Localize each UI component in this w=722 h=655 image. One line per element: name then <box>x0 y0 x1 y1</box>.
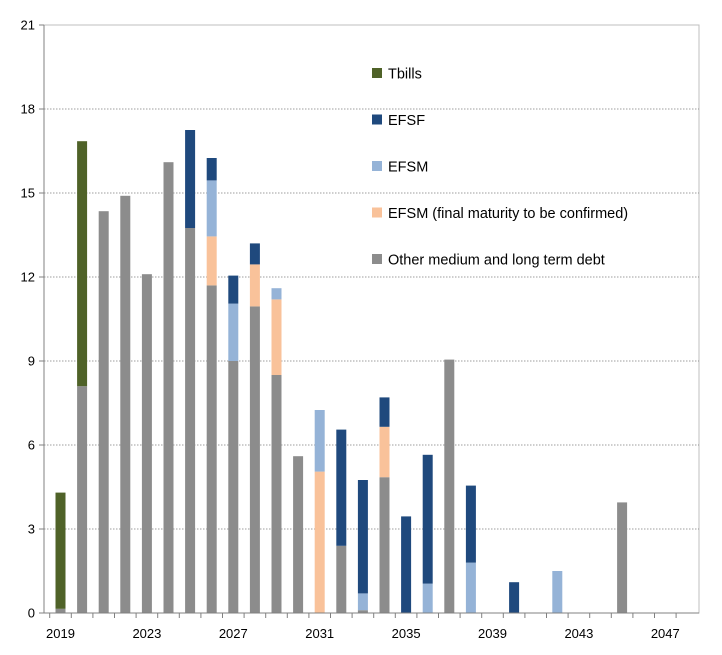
x-tick-label: 2039 <box>478 626 507 641</box>
legend-label: Other medium and long term debt <box>388 253 605 269</box>
y-tick-label: 21 <box>21 18 35 33</box>
x-tick-label: 2035 <box>392 626 421 641</box>
bar-segment <box>271 375 282 613</box>
bar-segment <box>314 471 325 613</box>
bar-segment <box>422 454 433 584</box>
y-tick-label: 9 <box>28 354 35 369</box>
bar-segment <box>379 426 390 478</box>
bar-segment <box>206 285 217 613</box>
legend-swatch <box>372 207 382 218</box>
bar-segment <box>357 593 368 611</box>
bar-segment <box>206 236 217 286</box>
bar-segment <box>293 456 304 613</box>
x-tick-label: 2047 <box>651 626 680 641</box>
y-tick-label: 18 <box>21 102 35 117</box>
bar-segment <box>185 130 196 228</box>
bar-segment <box>228 275 239 304</box>
legend: Tbills EFSF EFSM EFSM (final maturity to be… <box>372 67 628 269</box>
x-tick-label: 2023 <box>132 626 161 641</box>
legend-swatch <box>372 68 382 78</box>
bar-segment <box>379 477 390 613</box>
legend-label: Tbills <box>388 67 422 83</box>
legend-label: EFSM (final maturity to be confirmed) <box>388 206 628 222</box>
y-tick-label: 15 <box>21 186 35 201</box>
bar-segment <box>465 562 476 613</box>
legend-swatch <box>372 254 382 264</box>
legend-swatch <box>372 114 382 125</box>
y-tick-label: 0 <box>28 606 35 621</box>
bars <box>55 130 628 614</box>
bar-segment <box>336 429 347 546</box>
bar-segment <box>444 359 455 613</box>
bar-segment <box>357 480 368 594</box>
y-tick-label: 6 <box>28 438 35 453</box>
bar-segment <box>249 243 260 265</box>
bar-segment <box>271 288 282 300</box>
bar-segment <box>465 485 476 563</box>
legend-label: EFSM <box>388 160 428 176</box>
y-tick-label: 3 <box>28 522 35 537</box>
bar-segment <box>379 397 390 427</box>
bar-segment <box>422 583 433 613</box>
bar-segment <box>77 386 88 613</box>
bar-segment <box>228 303 239 361</box>
bar-segment <box>206 180 217 237</box>
bar-segment <box>336 545 347 613</box>
bar-segment <box>120 195 131 614</box>
legend-swatch <box>372 161 382 171</box>
axes: 0 3 6 9 12 15 18 21 2019 2023 2027 2031 2035 2039 2043… <box>21 18 699 641</box>
x-tick-label: 2027 <box>219 626 248 641</box>
bar-segment <box>77 141 88 387</box>
bar-segment <box>228 361 239 613</box>
bar-segment <box>98 211 109 613</box>
x-tick-label: 2031 <box>305 626 334 641</box>
bar-segment <box>357 610 368 613</box>
bar-segment <box>185 228 196 613</box>
bar-segment <box>163 162 174 613</box>
bar-segment <box>249 264 260 307</box>
bar-segment <box>206 158 217 181</box>
bar-segment <box>55 608 66 613</box>
bar-segment <box>509 582 520 613</box>
bar-segment <box>552 571 563 613</box>
bar-segment <box>314 410 325 472</box>
legend-label: EFSF <box>388 113 425 129</box>
x-tick-label: 2043 <box>564 626 593 641</box>
bar-segment <box>401 516 412 613</box>
bar-segment <box>55 492 66 609</box>
bar-segment <box>249 306 260 613</box>
bar-segment <box>617 502 628 613</box>
y-tick-label: 12 <box>21 270 35 285</box>
bar-segment <box>141 274 152 613</box>
x-tick-label: 2019 <box>46 626 75 641</box>
bar-segment <box>271 299 282 375</box>
